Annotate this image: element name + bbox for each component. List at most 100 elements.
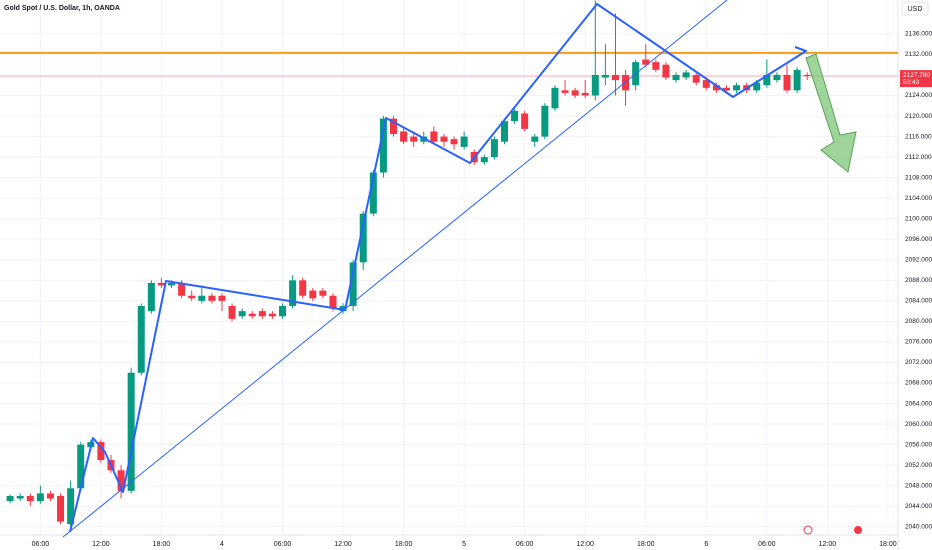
candle-body	[299, 280, 307, 296]
candle-body	[490, 139, 498, 158]
candle-body	[178, 282, 186, 296]
candle-body	[127, 372, 135, 491]
candle-body	[57, 495, 65, 522]
candle-body	[97, 442, 105, 461]
flag-icon[interactable]	[854, 526, 862, 534]
trend-line	[62, 0, 728, 538]
candle-body	[168, 282, 176, 286]
y-tick-label: 2088.000	[905, 277, 932, 284]
chart-title: Gold Spot / U.S. Dollar, 1h, OANDA	[4, 5, 120, 12]
candle-body	[390, 118, 398, 135]
y-tick-label: 2108.000	[905, 174, 932, 181]
candle-body	[712, 85, 720, 91]
y-tick-label: 2076.000	[905, 339, 932, 346]
candle-body	[450, 139, 458, 145]
candle-body	[309, 290, 317, 299]
candle-body	[329, 295, 337, 309]
candle-body	[77, 444, 85, 489]
candle-body	[611, 74, 619, 81]
y-tick-label: 2064.000	[905, 400, 932, 407]
y-tick-label: 2120.000	[905, 113, 932, 120]
candle-body	[319, 290, 327, 296]
x-tick-label: 06:00	[32, 541, 50, 548]
x-tick-label: 4	[220, 541, 224, 548]
candle-body	[561, 90, 569, 93]
candle-body	[652, 62, 660, 70]
y-tick-label: 2068.000	[905, 380, 932, 387]
candle-body	[682, 72, 690, 78]
x-tick-label: 6	[704, 541, 708, 548]
candle-body	[692, 74, 700, 83]
x-tick-label: 06:00	[758, 541, 776, 548]
candle-body	[500, 121, 508, 142]
candle-body	[279, 306, 287, 317]
candle-body	[733, 85, 741, 91]
candle-body	[511, 110, 519, 122]
y-tick-label: 2100.000	[905, 215, 932, 222]
event-icon[interactable]	[803, 525, 813, 535]
x-tick-label: 06:00	[516, 541, 534, 548]
price-label: 2127.780	[903, 72, 930, 79]
candle-body	[460, 136, 468, 147]
candle-body	[208, 295, 216, 301]
candle-body	[238, 311, 246, 317]
candle-body	[26, 495, 34, 502]
candle-body	[541, 105, 549, 137]
x-tick-label: 5	[462, 541, 466, 548]
candle-body	[662, 64, 670, 78]
candle-body	[783, 74, 791, 91]
y-tick-label: 2116.000	[905, 133, 932, 140]
price-label-box	[900, 70, 932, 88]
candle-body	[601, 74, 609, 78]
candle-body	[410, 136, 418, 142]
y-tick-label: 2112.000	[905, 154, 932, 161]
candle-body	[16, 495, 24, 499]
y-tick-label: 2096.000	[905, 236, 932, 243]
y-tick-label: 2044.000	[905, 503, 932, 510]
candle-body	[672, 74, 680, 81]
candle-body	[188, 295, 196, 299]
candle-body	[268, 313, 276, 317]
countdown: 53:43	[903, 79, 920, 86]
zigzag-drawing	[69, 3, 807, 533]
candle-body	[430, 131, 438, 142]
currency-box[interactable]	[901, 1, 929, 16]
candle-body	[369, 172, 377, 214]
y-tick-label: 2056.000	[905, 441, 932, 448]
candle-body	[803, 74, 811, 77]
candle-body	[722, 87, 730, 91]
x-tick-label: 12:00	[819, 541, 837, 548]
x-tick-label: 18:00	[153, 541, 171, 548]
y-tick-label: 2048.000	[905, 482, 932, 489]
candle-body	[289, 280, 297, 307]
y-tick-label: 2084.000	[905, 298, 932, 305]
x-tick-label: 18:00	[395, 541, 413, 548]
candle-body	[67, 488, 75, 525]
y-tick-label: 2072.000	[905, 359, 932, 366]
candle-body	[531, 136, 539, 142]
candle-body	[198, 295, 206, 301]
candle-body	[581, 92, 589, 96]
candle-body	[773, 74, 781, 81]
candle-body	[6, 495, 14, 502]
down-arrow	[805, 53, 857, 173]
candle-body	[117, 470, 125, 491]
x-tick-label: 12:00	[92, 541, 110, 548]
candle-body	[763, 74, 771, 86]
y-tick-label: 2132.000	[905, 51, 932, 58]
candle-body	[440, 136, 448, 142]
candle-body	[228, 306, 236, 319]
candle-body	[480, 157, 488, 163]
candle-body	[157, 282, 165, 286]
y-tick-label: 2092.000	[905, 257, 932, 264]
candle-body	[591, 74, 599, 96]
candle-body	[521, 113, 529, 129]
candle-body	[258, 311, 266, 317]
candle-body	[218, 295, 226, 301]
y-tick-label: 2124.000	[905, 92, 932, 99]
y-tick-label: 2060.000	[905, 421, 932, 428]
candle-body	[46, 493, 54, 499]
candle-body	[349, 262, 357, 307]
